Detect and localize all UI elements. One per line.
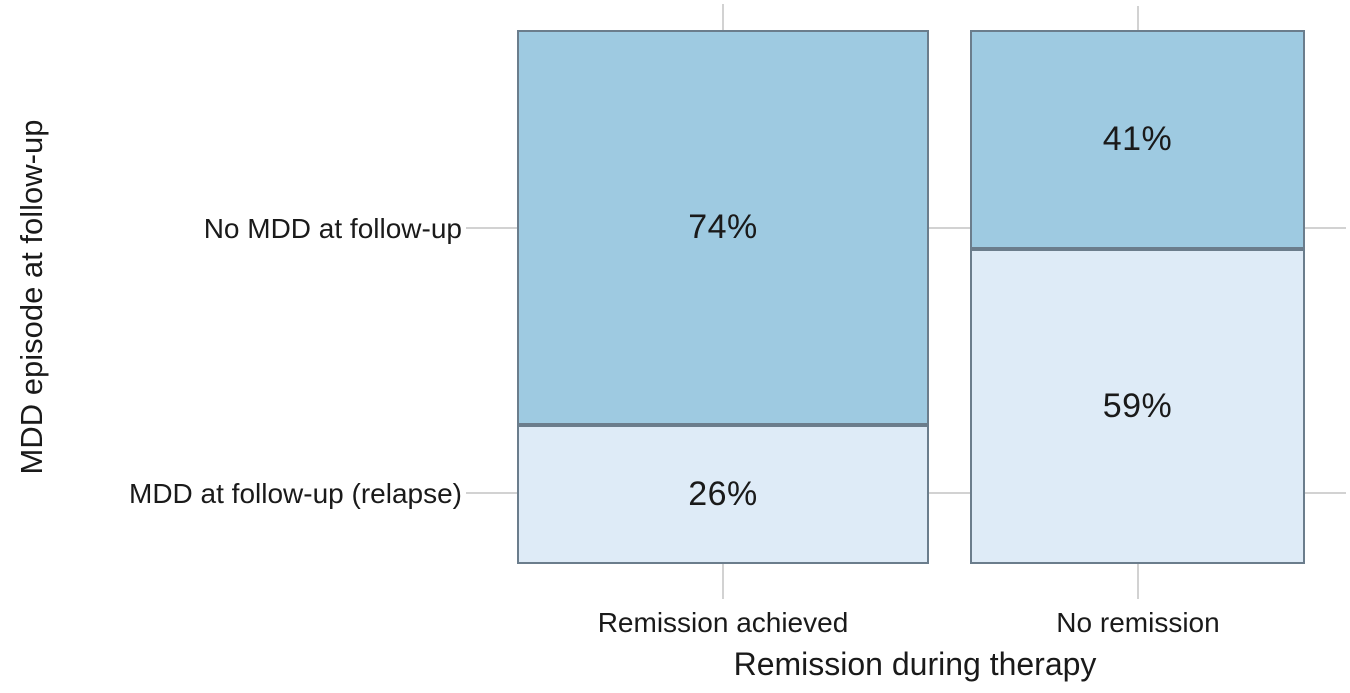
right-tick-mdd-relapse — [1305, 492, 1346, 494]
x-tick-label-remission-achieved: Remission achieved — [597, 607, 849, 638]
gap-gridline-no-mdd — [929, 227, 970, 229]
right-tick-no-mdd — [1305, 227, 1346, 229]
segment-no-remission-mdd-relapse: 59% — [970, 248, 1305, 564]
top-tick-remission-achieved — [722, 4, 724, 30]
x-tick-label-no-remission: No remission — [1056, 607, 1220, 638]
left-tick-mdd-relapse — [466, 492, 517, 494]
segment-value-label: 41% — [1102, 119, 1173, 158]
segment-value-label: 26% — [688, 475, 758, 514]
y-tick-label-no-mdd: No MDD at follow-up — [203, 213, 462, 244]
top-tick-no-remission — [1137, 6, 1139, 30]
mosaic-column-no-remission: 41% 59% — [970, 30, 1305, 564]
mosaic-column-remission-achieved: 74% 26% — [517, 30, 929, 564]
segment-no-remission-no-mdd: 41% — [970, 30, 1305, 249]
bottom-tick-no-remission — [1137, 564, 1139, 599]
segment-remission-achieved-mdd-relapse: 26% — [517, 425, 929, 564]
x-axis-title: Remission during therapy — [733, 646, 1097, 682]
segment-value-label: 74% — [688, 208, 758, 247]
segment-value-label: 59% — [1102, 386, 1173, 425]
segment-remission-achieved-no-mdd: 74% — [517, 30, 929, 426]
y-tick-label-mdd-relapse: MDD at follow-up (relapse) — [129, 478, 462, 509]
gap-gridline-mdd-relapse — [929, 492, 970, 494]
y-axis-title: MDD episode at follow-up — [14, 119, 49, 475]
bottom-tick-remission-achieved — [722, 564, 724, 599]
left-tick-no-mdd — [466, 227, 517, 229]
